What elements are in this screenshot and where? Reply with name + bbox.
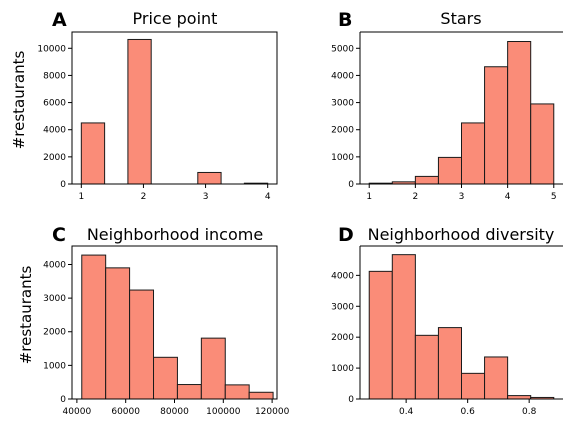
panel-b-y-tick-label: 5000 [331,44,354,54]
panel-a-x-tick-label: 3 [203,192,209,202]
panel-d-x-tick-label: 0.4 [399,407,414,417]
panel-c-y-tick-label: 3000 [43,294,66,304]
panel-a-y-tick-label: 8000 [43,71,66,81]
panel-a: A Price point 0 2000 4000 6000 8000 10000 1 2 3… [37,9,278,202]
panel-b-y-tick-label: 2000 [331,126,354,136]
panel-b-x-tick-label: 3 [459,192,465,202]
panel-b-x-tick-label: 4 [505,192,511,202]
panel-c-bar-7 [224,384,250,400]
panel-a-y-tick-label: 4000 [43,126,66,136]
panel-b-title: Stars [440,9,481,28]
panel-b-y-tick-label: 3000 [331,99,354,109]
panel-a-y-tick-label: 6000 [43,99,66,109]
panel-c-bar-2 [105,267,131,400]
panel-a-frame [71,31,278,185]
y-axis-label-bottom: #restaurants [17,266,35,365]
panel-a-title: Price point [133,9,218,28]
panel-d-y-ticks: 0 1000 2000 3000 4000 [331,271,360,405]
panel-c-letter: C [52,224,66,246]
panel-d-bars [368,254,555,400]
panel-c-bar-5 [176,384,202,400]
panel-b-x-tick-label: 1 [366,192,372,202]
panel-d-bar-4 [437,327,463,400]
panel-b-bar-8 [530,103,555,185]
panel-a-y-ticks: 0 2000 4000 6000 8000 10000 [37,44,72,190]
panel-a-bar-6 [197,171,222,185]
panel-b-x-tick-label: 5 [551,192,557,202]
panel-d-bar-7 [507,395,532,400]
panel-d-x-tick-label: 0.6 [460,407,475,417]
panel-d-y-tick-label: 2000 [331,333,354,343]
panel-c-frame [71,245,278,400]
panel-b-x-ticks: 1 2 3 4 5 [366,184,557,202]
y-axis-label-top: #restaurants [10,51,28,150]
panel-b-bar-7 [507,41,532,185]
panel-a-bar-1 [80,122,106,185]
panel-d-y-tick-label: 4000 [331,271,354,281]
panel-d-y-tick-label: 1000 [331,364,354,374]
panel-c-x-tick-label: 80000 [160,407,189,417]
panel-d-bar-5 [461,372,486,400]
panel-d-x-tick-label: 0.8 [522,407,537,417]
panel-b-y-ticks: 0 1000 2000 3000 4000 5000 [331,44,360,190]
panel-a-y-tick-label: 0 [60,180,66,190]
panel-b-bar-3 [414,175,439,185]
panel-c-bar-3 [129,289,155,400]
panel-c-bar-6 [200,337,226,400]
panel-a-x-tick-label: 2 [141,192,147,202]
panel-c-x-tick-label: 40000 [63,407,92,417]
panel-d-frame [359,245,563,400]
panel-c-x-tick-label: 60000 [111,407,140,417]
panel-b-frame [359,31,563,185]
panel-d-bar-3 [414,334,439,400]
panel-d: D Neighborhood diversity 0 1000 2000 3000 40… [331,224,563,417]
panel-a-y-tick-label: 10000 [37,44,66,54]
panel-b: B Stars 0 1000 2000 3000 4000 5000 1 2 3 4 5 [331,9,563,202]
panel-a-x-tick-label: 1 [78,192,84,202]
panel-a-bar-3 [127,38,152,185]
panel-d-y-tick-label: 3000 [331,302,354,312]
panel-c-y-ticks: 0 1000 2000 3000 4000 [43,260,72,405]
panel-b-bar-6 [484,66,509,185]
panel-d-title: Neighborhood diversity [368,225,555,244]
panel-a-y-tick-label: 2000 [43,153,66,163]
panel-c-y-tick-label: 1000 [43,361,66,371]
panel-d-y-tick-label: 0 [348,395,354,405]
panel-b-y-tick-label: 0 [348,180,354,190]
panel-c-y-tick-label: 0 [60,395,66,405]
panel-c-bar-8 [248,391,274,400]
panel-b-letter: B [338,9,352,31]
panel-c-title: Neighborhood income [87,225,263,244]
panel-b-bar-4 [437,156,463,185]
panel-d-bar-1 [368,270,393,400]
panel-a-x-ticks: 1 2 3 4 [78,184,271,202]
panel-a-bars [80,38,269,185]
panel-c-bars [81,254,274,400]
panel-c-x-ticks: 40000 60000 80000 100000 120000 [63,399,290,417]
panel-c-bar-4 [153,356,178,400]
panel-c-x-tick-label: 120000 [255,407,290,417]
panel-a-x-tick-label: 4 [265,192,271,202]
panel-c-y-tick-label: 4000 [43,260,66,270]
panel-d-bar-2 [391,254,416,400]
panel-b-y-tick-label: 4000 [331,71,354,81]
panel-b-bars [368,41,555,185]
panel-c: C Neighborhood income 01000200030004000 … [43,224,289,417]
panel-b-bar-5 [461,122,486,185]
panel-b-y-tick-label: 1000 [331,153,354,163]
panel-c-x-tick-label: 100000 [206,407,241,417]
panel-d-letter: D [338,224,354,246]
panel-d-x-ticks: 0.4 0.6 0.8 [399,399,537,417]
panel-c-bar-1 [81,254,107,400]
panel-c-y-tick-label: 2000 [43,328,66,338]
panel-a-letter: A [52,9,67,31]
panel-b-x-tick-label: 2 [412,192,418,202]
panel-d-bar-6 [484,356,509,400]
